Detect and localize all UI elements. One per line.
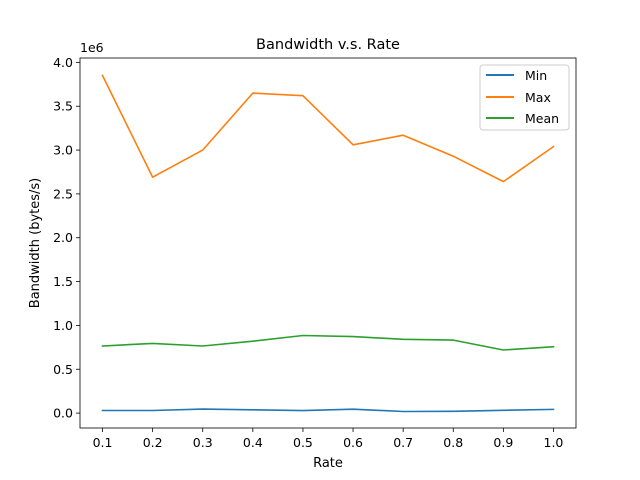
axes-frame	[79, 57, 577, 429]
y-axis-label: Bandwidth (bytes/s)	[28, 178, 43, 308]
series-line-min	[101, 408, 555, 413]
y-tick-label: 1.0	[53, 318, 73, 333]
x-tick-label: 0.6	[343, 435, 363, 450]
y-tick-label: 1.5	[53, 274, 73, 289]
y-offset-label: 1e6	[80, 40, 104, 55]
x-tick-label: 0.9	[493, 435, 513, 450]
series-line-mean	[101, 334, 555, 351]
y-tick-label: 3.0	[53, 143, 73, 158]
y-tick-label: 4.0	[53, 55, 73, 70]
x-tick-label: 1.0	[544, 435, 564, 450]
y-tick-label: 0.0	[53, 406, 73, 421]
series-layer	[101, 74, 555, 413]
y-tick-label: 0.5	[53, 362, 73, 377]
series-line-max	[101, 74, 555, 183]
legend-box	[479, 64, 570, 131]
x-tick-label: 0.5	[293, 435, 313, 450]
y-tick-label: 2.5	[53, 186, 73, 201]
legend-label-max: Max	[525, 90, 551, 105]
x-tick-label: 0.4	[243, 435, 263, 450]
chart-title: Bandwidth v.s. Rate	[256, 37, 400, 53]
y-axis: 0.0 0.5 1.0 1.5 2.0 2.5 3.0 3.5 4.0	[53, 55, 80, 421]
legend-label-min: Min	[525, 68, 547, 83]
x-axis-label: Rate	[313, 456, 343, 471]
x-tick-label: 0.8	[443, 435, 463, 450]
y-tick-label: 3.5	[53, 99, 73, 114]
legend-label-mean: Mean	[525, 111, 559, 126]
legend: Min Max Mean	[479, 64, 570, 131]
x-axis: 0.1 0.2 0.3 0.4 0.5 0.6 0.7 0.8 0.9 1.0	[93, 428, 564, 450]
y-tick-label: 2.0	[53, 230, 73, 245]
x-tick-label: 0.1	[93, 435, 113, 450]
x-tick-label: 0.2	[143, 435, 163, 450]
x-tick-label: 0.7	[393, 435, 413, 450]
x-tick-label: 0.3	[193, 435, 213, 450]
